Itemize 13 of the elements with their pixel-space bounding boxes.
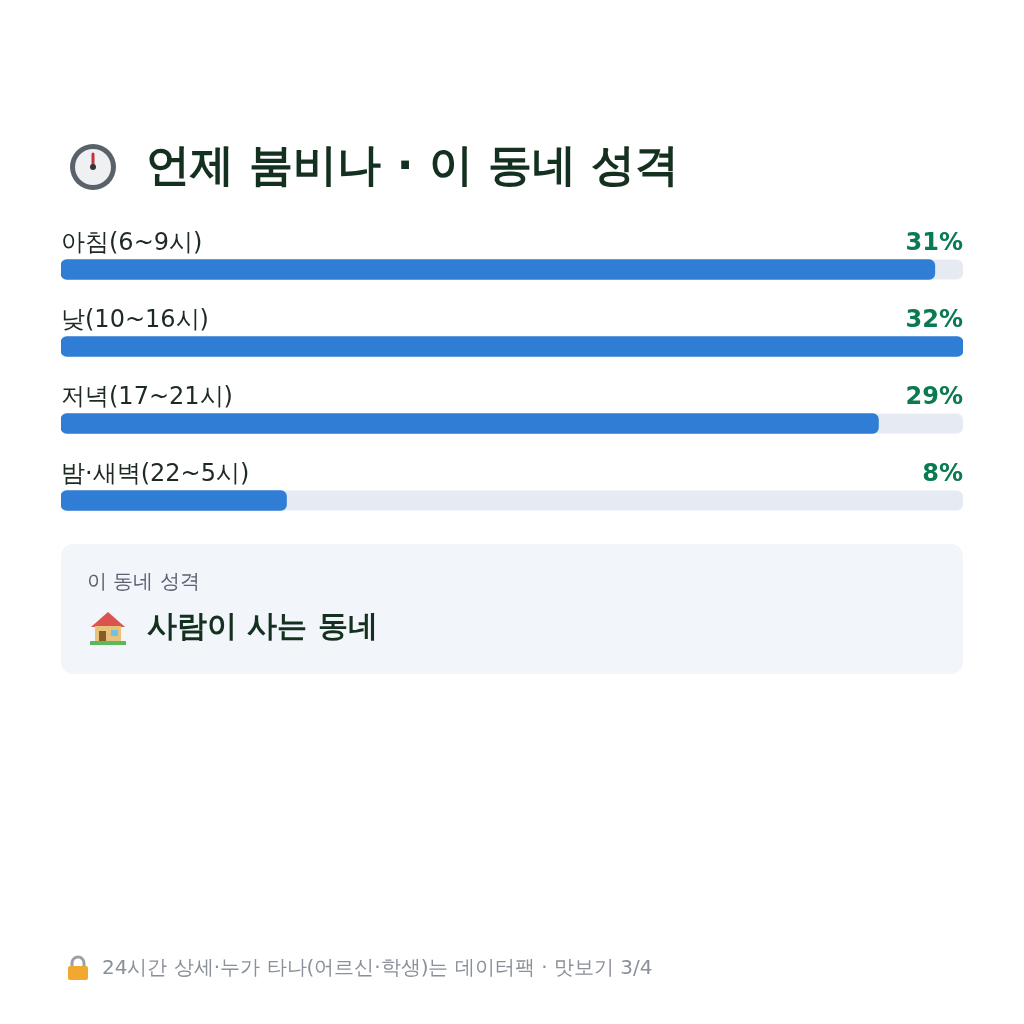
data-label: 8% [922, 458, 963, 487]
text: 사람이 사는 동네 [147, 607, 378, 645]
text: 이 동네 성격 [87, 568, 200, 595]
data-label: 29% [905, 381, 963, 410]
chart-title: 언제 붐비나 · 이 동네 성격 [146, 138, 680, 192]
text: 24시간 상세·누가 타나(어르신·학생)는 데이터팩 · 맛보기 3/4 [102, 954, 653, 981]
y-tick-label: 아침(6~9시) [61, 227, 203, 256]
bar [61, 490, 287, 511]
y-tick-label: 저녁(17~21시) [61, 381, 233, 410]
data-label: 32% [905, 304, 963, 333]
y-tick-label: 밤·새벽(22~5시) [61, 458, 250, 487]
y-tick-label: 낮(10~16시) [61, 304, 209, 333]
data-label: 31% [905, 227, 963, 256]
